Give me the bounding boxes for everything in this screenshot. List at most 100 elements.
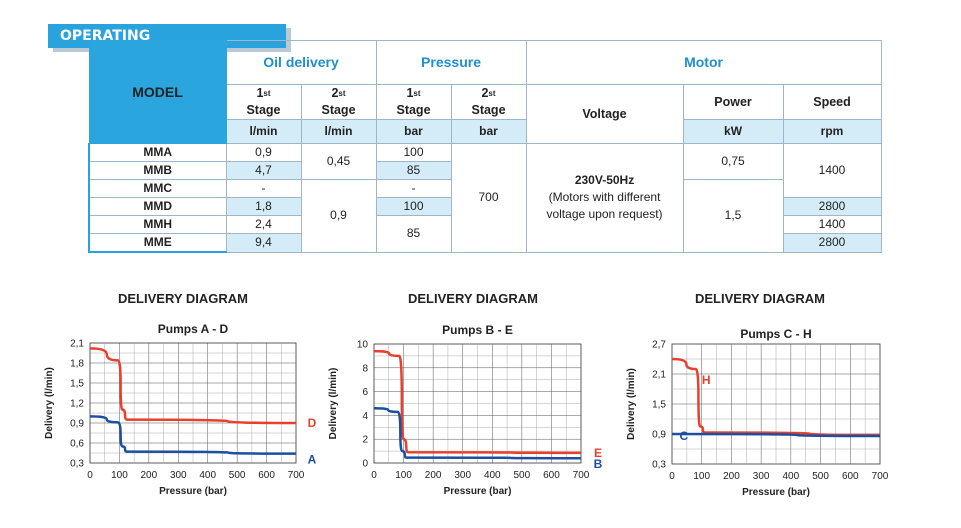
y-tick-label: 0,9	[652, 430, 666, 441]
y-axis-label-1: Delivery (l/min)	[328, 368, 339, 440]
y-tick-label: 2,1	[652, 370, 666, 381]
x-tick-label: 100	[693, 471, 710, 482]
y-tick-label: 2,1	[70, 339, 84, 350]
chart-title-1: Pumps B - E	[442, 323, 513, 337]
x-tick-label: 300	[753, 471, 770, 482]
pressure-stage2-header: 2st Stage	[450, 84, 527, 120]
x-tick-label: 0	[371, 470, 377, 481]
y-tick-label: 6	[362, 387, 368, 398]
y-tick-label: 0	[362, 459, 368, 470]
unit-oil2: l/min	[300, 119, 377, 144]
x-axis-label-2: Pressure (bar)	[742, 487, 810, 498]
oil-delivery-header: Oil delivery	[225, 40, 377, 85]
series-label-C: C	[680, 429, 689, 443]
y-axis-label-2: Delivery (l/min)	[626, 368, 637, 440]
unit-kw: kW	[682, 119, 784, 144]
oil1-mmh: 2,4	[225, 215, 302, 234]
x-tick-label: 400	[783, 471, 800, 482]
oil2-mma-mmb: 0,45	[300, 143, 377, 180]
y-tick-label: 0,3	[70, 459, 84, 470]
y-tick-label: 2,7	[652, 340, 666, 351]
pressure-header: Pressure	[375, 40, 527, 85]
operating-characteristics-table: MODEL Oil delivery Pressure Motor 1st Sta…	[88, 40, 882, 253]
x-tick-label: 700	[288, 470, 305, 481]
series-line-B	[373, 407, 582, 460]
p1-mmd: 100	[375, 197, 452, 216]
series-line-H	[671, 357, 881, 437]
chart-heading-1: DELIVERY DIAGRAM	[408, 291, 538, 306]
x-tick-label: 300	[454, 470, 471, 481]
x-axis-label-1: Pressure (bar)	[444, 486, 512, 497]
voltage-value: 230V-50Hz	[574, 173, 635, 188]
series-label-H: H	[702, 373, 711, 387]
y-tick-label: 1,2	[70, 399, 84, 410]
series-line-D	[89, 347, 297, 425]
series-line-E	[373, 349, 582, 455]
x-tick-label: 600	[842, 471, 859, 482]
unit-p2: bar	[450, 119, 527, 144]
speed-mme: 2800	[782, 233, 882, 253]
x-tick-label: 200	[723, 471, 740, 482]
x-tick-label: 600	[543, 470, 560, 481]
x-tick-label: 700	[872, 471, 889, 482]
series-line-C	[671, 432, 881, 438]
motor-header: Motor	[525, 40, 882, 85]
oil-stage1-header: 1st Stage	[225, 84, 302, 120]
speed-header: Speed	[782, 84, 882, 120]
x-tick-label: 500	[812, 471, 829, 482]
power-mmc-mme: 1,5	[682, 179, 784, 253]
y-tick-label: 1,5	[70, 379, 84, 390]
y-tick-label: 2	[362, 435, 368, 446]
power-header: Power	[682, 84, 784, 120]
series-label-D: D	[308, 416, 317, 430]
unit-oil1: l/min	[225, 119, 302, 144]
series-label-A: A	[308, 453, 317, 467]
x-tick-label: 200	[425, 470, 442, 481]
x-tick-label: 0	[87, 470, 93, 481]
oil1-mme: 9,4	[225, 233, 302, 253]
x-tick-label: 0	[669, 471, 675, 482]
unit-p1: bar	[375, 119, 452, 144]
y-tick-label: 10	[357, 340, 369, 351]
y-tick-label: 0,3	[652, 460, 666, 471]
x-tick-label: 400	[199, 470, 216, 481]
chart-title-2: Pumps C - H	[740, 327, 811, 341]
x-tick-label: 700	[573, 470, 590, 481]
speed-mmd: 2800	[782, 197, 882, 216]
speed-mmh: 1400	[782, 215, 882, 234]
x-tick-label: 100	[111, 470, 128, 481]
series-label-E: E	[594, 446, 602, 460]
power-mma-mmb: 0,75	[682, 143, 784, 180]
x-tick-label: 500	[229, 470, 246, 481]
chart-title-0: Pumps A - D	[158, 322, 229, 336]
x-axis-label-0: Pressure (bar)	[159, 486, 227, 497]
model-mme: MME	[88, 233, 227, 253]
oil2-mmc-mme: 0,9	[300, 179, 377, 253]
x-tick-label: 400	[484, 470, 501, 481]
series-label-B: B	[594, 457, 603, 471]
model-header: MODEL	[88, 40, 227, 144]
x-tick-label: 600	[258, 470, 275, 481]
p1-mmh-mme: 85	[375, 215, 452, 253]
x-tick-label: 200	[141, 470, 158, 481]
x-tick-label: 500	[514, 470, 531, 481]
y-tick-label: 8	[362, 363, 368, 374]
voltage-note-1: (Motors with different	[548, 190, 661, 205]
model-mmh: MMH	[88, 215, 227, 234]
y-tick-label: 1,5	[652, 400, 666, 411]
chart-heading-0: DELIVERY DIAGRAM	[118, 291, 248, 306]
y-tick-label: 4	[362, 411, 368, 422]
model-label: MODEL	[132, 83, 183, 100]
y-tick-label: 0,6	[70, 439, 84, 450]
x-tick-label: 300	[170, 470, 187, 481]
voltage-cell: 230V-50Hz (Motors with different voltage u…	[525, 143, 684, 253]
chart-heading-2: DELIVERY DIAGRAM	[695, 291, 825, 306]
p1-mmb: 85	[375, 161, 452, 180]
y-tick-label: 0,9	[70, 419, 84, 430]
y-tick-label: 1,8	[70, 359, 84, 370]
voltage-note-2: voltage upon request)	[546, 207, 663, 222]
x-tick-label: 100	[395, 470, 412, 481]
y-axis-label-0: Delivery (l/min)	[44, 367, 55, 439]
voltage-header: Voltage	[525, 84, 684, 144]
